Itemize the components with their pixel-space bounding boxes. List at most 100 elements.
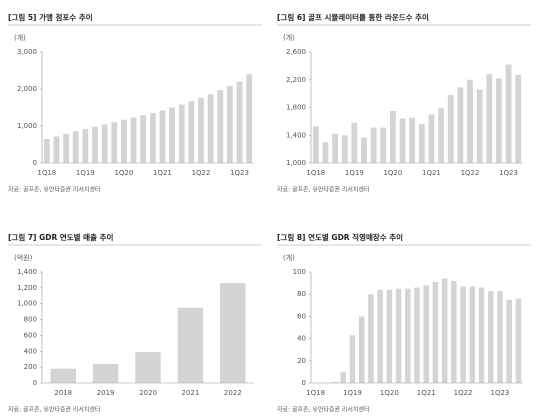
bar (432, 281, 439, 383)
bar (487, 290, 494, 383)
bar (478, 287, 485, 383)
bar (246, 74, 253, 163)
bar (451, 280, 457, 383)
x-tick-label: 1Q18 (306, 169, 325, 177)
bar (395, 288, 402, 383)
x-tick-label: 1Q23 (230, 169, 249, 177)
bar (377, 289, 383, 383)
bar (457, 87, 464, 163)
bar (428, 114, 435, 163)
y-tick-label: 0 (33, 159, 37, 167)
bar (515, 298, 522, 383)
bar (341, 135, 348, 163)
bar (50, 368, 76, 383)
unit-label: (억원) (14, 253, 33, 262)
bar (351, 122, 358, 163)
bar (380, 127, 387, 163)
bar (198, 97, 204, 163)
bar (447, 95, 454, 163)
bar (140, 115, 147, 163)
y-tick-label: 0 (302, 379, 306, 387)
bar (476, 89, 483, 163)
x-tick-label: 2018 (54, 389, 72, 397)
bar (358, 316, 365, 383)
source-note: 자료: 골프존, 유안타증권 리서치센터 (8, 186, 100, 194)
y-tick-label: 800 (24, 316, 37, 324)
x-tick-label: 1Q23 (499, 169, 518, 177)
bar (130, 117, 137, 163)
bar (149, 113, 156, 163)
x-tick-label: 1Q22 (454, 389, 473, 397)
bar (92, 126, 98, 163)
bar (111, 122, 118, 163)
bar (390, 110, 396, 163)
bar (423, 285, 429, 383)
x-tick-label: 1Q21 (422, 169, 441, 177)
x-tick-label: 1Q20 (380, 389, 399, 397)
bar (368, 294, 374, 383)
x-tick-label: 1Q20 (114, 169, 133, 177)
y-tick-label: 100 (293, 268, 306, 276)
chart-title: [그림 8] 연도별 GDR 직영매장수 추이 (277, 232, 403, 242)
bar (469, 286, 476, 383)
source-note: 자료: 골프존, 유안타증권 리서치센터 (277, 406, 369, 414)
unit-label: (개) (283, 253, 295, 262)
x-tick-label: 1Q19 (76, 169, 95, 177)
bar (331, 381, 337, 383)
chart-title: [그림 5] 가맹 점포수 추이 (8, 12, 93, 22)
x-tick-label: 1Q21 (153, 169, 172, 177)
bar (159, 110, 166, 163)
y-tick-label: 0 (33, 379, 37, 387)
x-tick-label: 1Q19 (345, 169, 364, 177)
x-tick-label: 2019 (97, 389, 115, 397)
bar (63, 133, 69, 163)
y-tick-label: 40 (297, 335, 306, 343)
bar (370, 127, 377, 163)
bar (486, 74, 493, 163)
bar (312, 126, 319, 163)
bar (177, 307, 204, 383)
bar (418, 124, 425, 163)
bar (441, 278, 448, 383)
bar (414, 287, 420, 383)
bar (505, 64, 512, 163)
bar (467, 79, 473, 163)
bar (506, 299, 512, 383)
bar (101, 124, 108, 163)
bar (497, 290, 503, 383)
y-tick-label: 1,000 (17, 122, 37, 130)
x-tick-label: 2021 (181, 389, 199, 397)
y-tick-label: 1,000 (286, 159, 306, 167)
x-tick-label: 1Q20 (383, 169, 402, 177)
chart-title: [그림 6] 골프 시뮬레이터를 통한 라운드수 추이 (277, 12, 429, 22)
bar (43, 138, 50, 163)
x-tick-label: 1Q19 (343, 389, 362, 397)
y-tick-label: 20 (297, 357, 306, 365)
y-tick-label: 1,400 (286, 131, 306, 139)
bar (207, 94, 214, 163)
bar (220, 283, 246, 383)
bar (217, 90, 224, 163)
x-tick-label: 2022 (224, 389, 242, 397)
bar (515, 74, 522, 163)
y-tick-label: 1,800 (286, 104, 306, 112)
y-tick-label: 200 (24, 363, 37, 371)
x-tick-label: 1Q23 (491, 389, 510, 397)
bar (227, 86, 233, 163)
unit-label: (개) (14, 33, 26, 42)
bar (386, 289, 393, 383)
x-tick-label: 1Q22 (192, 169, 211, 177)
x-tick-label: 1Q18 (306, 389, 325, 397)
y-tick-label: 1,400 (17, 268, 37, 276)
bar (405, 288, 411, 383)
y-tick-label: 400 (24, 347, 37, 355)
bar (92, 363, 119, 383)
bar (361, 137, 367, 163)
x-tick-label: 1Q21 (417, 389, 436, 397)
bar (236, 81, 243, 163)
y-tick-label: 60 (297, 312, 306, 320)
y-tick-label: 2,000 (17, 85, 37, 93)
unit-label: (개) (283, 33, 295, 42)
bar (496, 78, 502, 163)
